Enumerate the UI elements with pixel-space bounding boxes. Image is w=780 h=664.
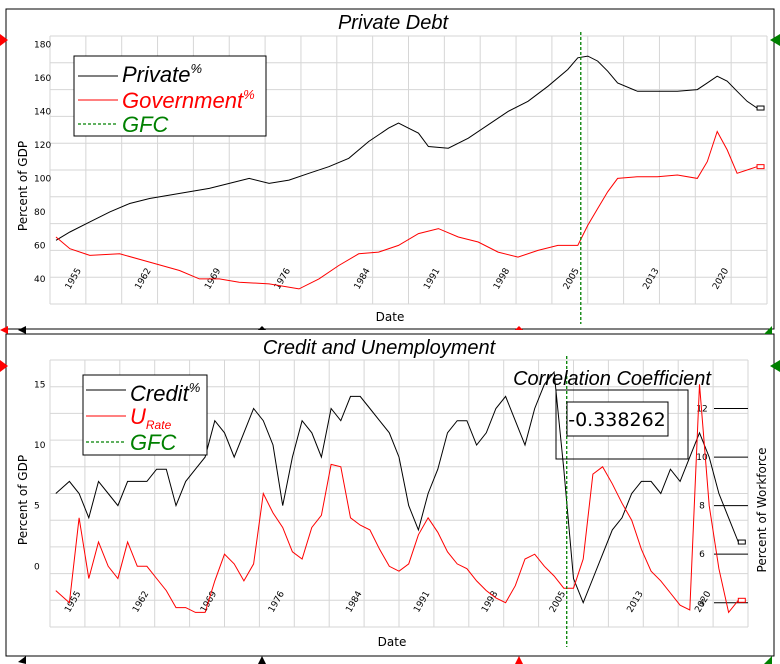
x-tick-label: 2020 [711, 266, 731, 291]
resize-handle-right-icon[interactable] [770, 34, 780, 46]
resize-handle-icon[interactable] [515, 656, 523, 664]
y-tick-label: 100 [34, 174, 51, 184]
x-tick-label: 1991 [412, 590, 432, 615]
x-tick-label: 1969 [199, 589, 219, 614]
series-end-marker [756, 105, 765, 111]
y-tick-label: 120 [34, 141, 51, 151]
x-tick-label: 1976 [267, 589, 287, 614]
resize-handle-left-icon[interactable] [0, 34, 8, 46]
x-tick-label: 1991 [422, 267, 442, 292]
legend-label-government: Government% [122, 87, 255, 113]
resize-handle-left-icon[interactable] [0, 326, 8, 334]
correlation-outer-box [555, 389, 689, 460]
series-end-marker [737, 539, 746, 545]
legend-label-gfc: GFC [130, 430, 177, 455]
bottom-x-axis-label: Date [378, 635, 407, 649]
x-tick-label: 1955 [64, 267, 84, 292]
resize-handle-icon[interactable] [258, 656, 266, 664]
series-line-government [55, 130, 758, 290]
y2-tick-label: 8 [699, 502, 705, 512]
legend-label-private: Private% [122, 61, 202, 87]
resize-handle-icon[interactable] [18, 326, 26, 334]
series-line-urate [55, 384, 739, 614]
y2-tick-label: 6 [699, 550, 705, 560]
correlation-value: -0.338262 [568, 409, 666, 431]
bottom-y-axis-label: Percent of GDP [16, 455, 30, 545]
resize-handle-left-icon[interactable] [0, 360, 8, 372]
series-end-marker [737, 597, 746, 603]
y-tick-label: 0 [34, 562, 40, 572]
x-tick-label: 1998 [492, 266, 512, 291]
x-tick-label: 2013 [626, 590, 646, 615]
series-line-private [55, 55, 758, 241]
y-tick-label: 60 [34, 241, 46, 251]
x-tick-label: 1955 [63, 590, 83, 615]
top-y-axis-label: Percent of GDP [16, 141, 30, 231]
y-tick-label: 180 [34, 40, 51, 50]
top-chart-title: Private Debt [338, 12, 449, 34]
resize-handle-icon[interactable] [258, 326, 266, 330]
x-tick-label: 1984 [353, 266, 373, 291]
resize-handle-right-icon[interactable] [770, 360, 780, 372]
series-end-marker [756, 164, 765, 170]
resize-handle-icon[interactable] [18, 656, 26, 664]
bottom-y2-axis-label: Percent of Workforce [755, 448, 769, 573]
x-tick-label: 2005 [548, 590, 568, 615]
resize-handle-icon[interactable] [515, 326, 523, 330]
top-x-axis-label: Date [376, 310, 405, 324]
bottom-legend: Credit% URate GFC [82, 374, 208, 456]
resize-handle-right-icon[interactable] [764, 656, 772, 664]
x-tick-label: 2013 [641, 267, 661, 292]
top-legend-box [73, 55, 267, 137]
resize-handle-right-icon[interactable] [764, 326, 772, 334]
top-legend: Private% Government% GFC [73, 55, 267, 137]
correlation-inner-box [566, 401, 669, 437]
y2-tick-label: 4 [699, 599, 705, 609]
x-tick-label: 2020 [693, 589, 713, 614]
top-panel-frame [5, 8, 775, 330]
bottom-panel-frame [5, 333, 775, 657]
x-tick-label: 1962 [134, 267, 154, 292]
x-tick-label: 2005 [562, 267, 582, 292]
correlation-title: Correlation Coefficient [513, 368, 712, 390]
bottom-chart-title: Credit and Unemployment [263, 337, 497, 359]
y-tick-label: 5 [34, 502, 40, 512]
y-tick-label: 40 [34, 275, 46, 285]
y-tick-label: 10 [34, 441, 46, 451]
y-tick-label: 160 [34, 74, 51, 84]
y2-tick-label: 10 [696, 453, 708, 463]
legend-label-urate: URate [130, 404, 172, 432]
legend-label-credit: Credit% [130, 380, 200, 406]
y-tick-label: 80 [34, 208, 46, 218]
x-tick-label: 1984 [344, 589, 364, 614]
y-tick-label: 140 [34, 107, 51, 117]
x-tick-label: 1962 [131, 590, 151, 615]
y-tick-label: 15 [34, 380, 45, 390]
legend-label-gfc: GFC [122, 112, 169, 137]
